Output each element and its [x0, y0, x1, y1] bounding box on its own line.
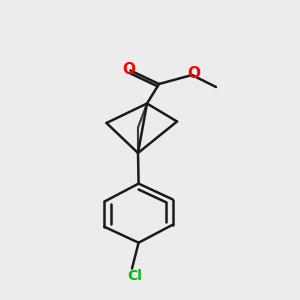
Text: O: O	[122, 61, 136, 76]
Text: Cl: Cl	[128, 269, 142, 283]
Text: O: O	[187, 66, 200, 81]
